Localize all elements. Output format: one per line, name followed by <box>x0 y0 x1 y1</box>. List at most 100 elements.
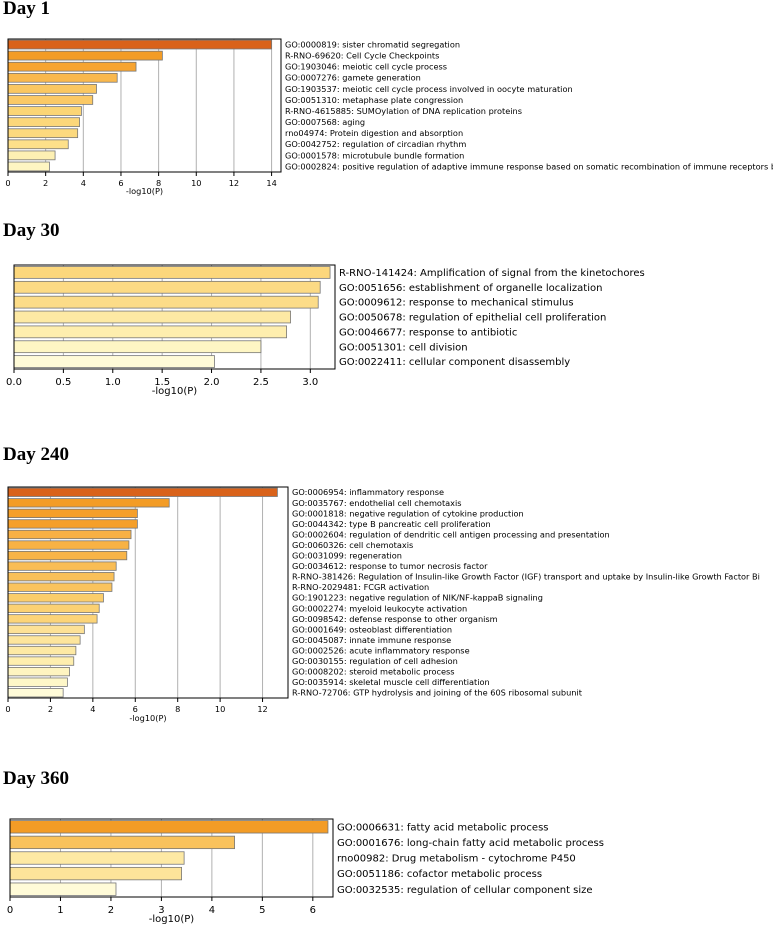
category-label: GO:0044342: type B pancreatic cell proli… <box>292 519 491 529</box>
bar <box>7 498 170 508</box>
x-tick-label: 0 <box>5 704 10 714</box>
x-tick-label: 1.0 <box>105 377 121 388</box>
category-label: GO:0032535: regulation of cellular compo… <box>337 885 593 896</box>
x-tick-label: 4 <box>90 704 95 714</box>
category-label: GO:0008202: steroid metabolic process <box>292 667 455 677</box>
category-label: GO:0002274: myeloid leukocyte activation <box>292 603 467 613</box>
category-label: GO:0034612: response to tumor necrosis f… <box>292 561 488 571</box>
category-label: GO:0007276: gamete generation <box>285 73 421 83</box>
chart-day-360: GO:0006631: fatty acid metabolic process… <box>7 818 604 925</box>
plot-frame <box>7 38 282 173</box>
bar <box>7 529 132 540</box>
category-label: GO:0046677: response to antibiotic <box>339 327 517 338</box>
x-tick-label: 14 <box>266 178 276 188</box>
chart-day-240: GO:0006954: inflammatory responseGO:0035… <box>5 486 760 723</box>
bar <box>7 582 113 592</box>
category-label: GO:0031099: regeneration <box>292 551 402 561</box>
x-axis-label: -log10(P) <box>126 186 163 196</box>
bar <box>13 295 319 309</box>
category-label: R-RNO-2029481: FCGR activation <box>292 582 429 592</box>
x-tick-label: 0 <box>7 905 13 916</box>
category-label: GO:1901223: negative regulation of NIK/N… <box>292 593 543 603</box>
bar <box>7 61 137 72</box>
x-tick-label: 0.5 <box>55 377 71 388</box>
x-tick-label: 10 <box>191 178 201 188</box>
day-360-title: Day 360 <box>3 768 69 789</box>
category-label: GO:0001578: microtubule bundle formation <box>285 150 464 160</box>
x-tick-label: 4 <box>81 178 86 188</box>
bar <box>9 835 235 850</box>
bar <box>7 593 104 603</box>
plot-frame <box>13 264 336 370</box>
x-tick-label: 10 <box>215 704 225 714</box>
x-tick-label: 4 <box>209 905 215 916</box>
category-label: GO:0001818: negative regulation of cytok… <box>292 508 524 518</box>
category-label: GO:0035767: endothelial cell chemotaxis <box>292 498 462 508</box>
chart-day-1: GO:0000819: sister chromatid segregation… <box>5 38 773 196</box>
category-label: GO:0060326: cell chemotaxis <box>292 540 413 550</box>
bar <box>7 614 98 624</box>
day-1-title: Day 1 <box>3 0 50 19</box>
category-label: R-RNO-4615885: SUMOylation of DNA replic… <box>285 106 522 116</box>
category-label: GO:0051186: cofactor metabolic process <box>337 869 542 880</box>
bar <box>7 519 138 529</box>
bar <box>7 667 70 677</box>
bar <box>13 310 291 324</box>
category-label: GO:0050678: regulation of epithelial cel… <box>339 313 606 324</box>
day-30-title: Day 30 <box>3 220 60 241</box>
category-label: GO:0051301: cell division <box>339 342 468 353</box>
bar <box>7 561 117 571</box>
bar <box>7 550 128 561</box>
bar <box>7 688 64 698</box>
category-label: GO:0030155: regulation of cell adhesion <box>292 656 458 666</box>
bar <box>7 150 56 161</box>
day-240-title: Day 240 <box>3 444 69 465</box>
category-label: GO:0002604: regulation of dendritic cell… <box>292 529 610 539</box>
chart-day-30: R-RNO-141424: Amplification of signal fr… <box>6 264 645 397</box>
bar <box>7 508 138 518</box>
x-tick-label: 1 <box>57 905 63 916</box>
category-label: GO:0045087: innate immune response <box>292 635 451 645</box>
bar <box>9 866 182 881</box>
x-tick-label: 2 <box>108 905 114 916</box>
x-tick-label: 6 <box>118 178 123 188</box>
bar <box>13 340 262 354</box>
bar <box>7 540 130 550</box>
x-tick-label: 3.0 <box>302 377 318 388</box>
bar <box>13 325 288 339</box>
category-label: GO:0051656: establishment of organelle l… <box>339 283 602 294</box>
bar <box>7 128 79 139</box>
x-tick-label: 12 <box>257 704 267 714</box>
bar <box>7 161 50 172</box>
x-tick-label: 12 <box>229 178 239 188</box>
bar <box>7 95 94 105</box>
bar <box>7 635 81 645</box>
plot-frame <box>9 818 334 898</box>
x-tick-label: 0 <box>5 178 10 188</box>
category-label: R-RNO-69620: Cell Cycle Checkpoints <box>285 51 439 61</box>
x-tick-label: 2 <box>48 704 53 714</box>
category-label: GO:0002526: acute inflammatory response <box>292 645 470 655</box>
bar <box>9 851 185 865</box>
x-tick-label: 5 <box>259 905 265 916</box>
bar <box>13 266 331 279</box>
bar <box>7 106 82 116</box>
category-label: GO:0042752: regulation of circadian rhyt… <box>285 139 466 149</box>
x-tick-label: 8 <box>175 704 180 714</box>
category-label: GO:0000819: sister chromatid segregation <box>285 39 460 49</box>
x-axis-label: -log10(P) <box>149 914 195 925</box>
category-label: GO:0006954: inflammatory response <box>292 487 444 497</box>
category-label: R-RNO-72706: GTP hydrolysis and joining … <box>292 688 583 698</box>
bar <box>13 355 215 368</box>
x-axis-label: -log10(P) <box>129 713 166 723</box>
x-tick-label: 0.0 <box>6 377 22 388</box>
bar <box>7 117 80 127</box>
category-label: R-RNO-141424: Amplification of signal fr… <box>339 268 645 279</box>
x-tick-label: 2 <box>43 178 48 188</box>
category-label: GO:0002824: positive regulation of adapt… <box>285 161 773 171</box>
x-tick-label: 6 <box>310 905 316 916</box>
x-axis-label: -log10(P) <box>152 386 198 397</box>
category-label: R-RNO-381426: Regulation of Insulin-like… <box>292 572 760 582</box>
category-label: GO:0098542: defense response to other or… <box>292 614 498 624</box>
bar <box>7 677 68 687</box>
